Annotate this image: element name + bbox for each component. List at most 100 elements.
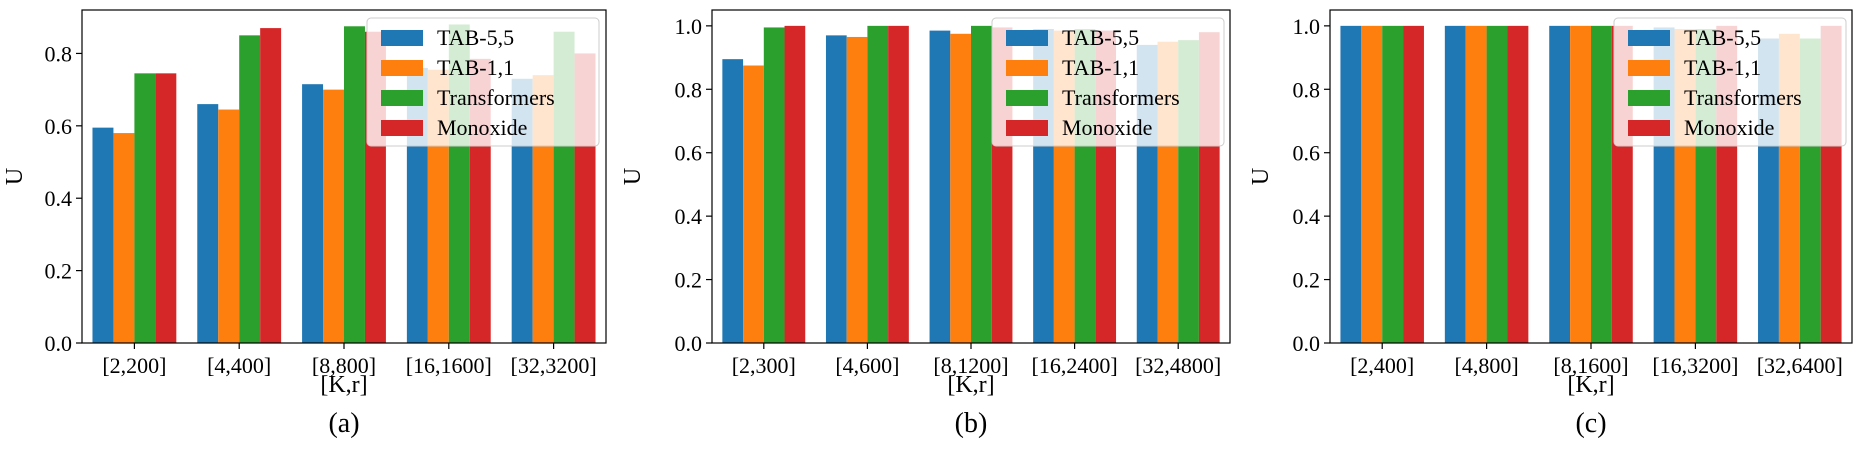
legend-box (1613, 17, 1847, 147)
bar-tab-1-1-2 (1465, 25, 1487, 344)
panel-caption: (a) (328, 408, 359, 439)
y-tick-label: 0.6 (45, 114, 73, 139)
legend: TAB-5,5 TAB-1,1 Transformers Monoxide (1613, 17, 1847, 147)
x-tick-label: [16,2400] (1032, 353, 1118, 378)
legend-swatch (381, 30, 423, 46)
y-tick-label: 0.0 (1293, 331, 1321, 356)
y-tick-label: 0.2 (1293, 268, 1321, 293)
legend-label: Monoxide (1062, 115, 1152, 140)
y-tick-label: 0.6 (1293, 141, 1321, 166)
legend-swatch (381, 120, 423, 136)
legend-label: TAB-1,1 (1684, 55, 1761, 80)
y-tick-label: 1.0 (1293, 14, 1321, 39)
bar-tab-5-5-2 (825, 35, 847, 344)
legend-swatch (1006, 60, 1048, 76)
y-tick-label: 1.0 (675, 14, 703, 39)
bar-monoxide-2 (260, 28, 282, 343)
x-axis-label: [K,r] (320, 372, 367, 398)
y-tick-label: 0.2 (675, 268, 703, 293)
y-axis-label: U (1248, 168, 1274, 185)
bar-transformers-1 (134, 73, 156, 343)
y-tick-label: 0.2 (45, 259, 73, 284)
bar-tab-5-5-1 (92, 127, 114, 343)
x-tick-label: [4,600] (835, 353, 899, 378)
legend-box (366, 17, 600, 147)
x-axis-label: [K,r] (947, 372, 994, 398)
x-tick-label: [16,3200] (1652, 353, 1738, 378)
bar-tab-5-5-3 (1549, 25, 1571, 344)
y-tick-label: 0.4 (45, 186, 73, 211)
x-tick-label: [2,300] (732, 353, 796, 378)
y-axis-label: U (2, 168, 28, 185)
legend-label: Monoxide (437, 115, 527, 140)
y-tick-label: 0.0 (675, 331, 703, 356)
bar-tab-1-1-3 (950, 33, 971, 343)
bar-tab-1-1-1 (743, 65, 764, 343)
y-tick-label: 0.8 (1293, 77, 1321, 102)
legend-label: TAB-1,1 (1062, 55, 1139, 80)
y-tick-label: 0.0 (45, 331, 73, 356)
bar-transformers-3 (1591, 25, 1612, 344)
chart-panel-3: 0.0 0.2 0.4 0.6 0.8 1.0 [2,400] [4,800] [8,1600]… (1248, 9, 1853, 439)
bar-tab-1-1-2 (846, 36, 868, 344)
y-tick-label: 0.4 (1293, 204, 1321, 229)
x-tick-label: [32,4800] (1135, 353, 1221, 378)
y-tick-label: 0.6 (675, 141, 703, 166)
bar-tab-1-1-3 (1570, 25, 1591, 344)
x-tick-label: [8,800] (312, 353, 376, 378)
bar-tab-5-5-1 (1340, 25, 1362, 344)
bar-tab-1-1-3 (323, 89, 344, 343)
x-tick-label: [8,1200] (933, 353, 1008, 378)
y-tick-label: 0.8 (675, 77, 703, 102)
bar-monoxide-2 (888, 25, 909, 344)
x-tick-label: [32,3200] (511, 353, 597, 378)
bar-transformers-1 (763, 27, 785, 343)
bar-tab-5-5-3 (302, 84, 324, 343)
legend-label: Transformers (437, 85, 555, 110)
panel-caption: (c) (1575, 408, 1606, 439)
legend-swatch (1006, 90, 1048, 106)
x-axis-label: [K,r] (1567, 372, 1614, 398)
bar-tab-5-5-3 (929, 30, 951, 344)
legend-swatch (1006, 30, 1048, 46)
legend-label: TAB-1,1 (437, 55, 514, 80)
legend-swatch (381, 60, 423, 76)
x-tick-label: [8,1600] (1553, 353, 1628, 378)
legend-swatch (1628, 60, 1670, 76)
bar-monoxide-1 (1403, 25, 1424, 344)
bar-monoxide-1 (155, 73, 177, 343)
x-tick-label: [4,400] (207, 353, 271, 378)
x-tick-label: [4,800] (1455, 353, 1519, 378)
bar-tab-5-5-1 (722, 59, 744, 343)
legend-label: TAB-5,5 (437, 25, 514, 50)
legend: TAB-5,5 TAB-1,1 Transformers Monoxide (366, 17, 600, 147)
legend: TAB-5,5 TAB-1,1 Transformers Monoxide (991, 17, 1225, 147)
legend-label: TAB-5,5 (1062, 25, 1139, 50)
chart-panel-1: 0.0 0.2 0.4 0.6 0.8 [2,200] [4,400] [8,800] [16,… (2, 9, 607, 439)
bar-transformers-1 (1382, 25, 1404, 344)
bar-tab-1-1-1 (113, 133, 135, 343)
y-tick-label: 0.8 (45, 41, 73, 66)
bar-transformers-3 (344, 26, 365, 343)
legend-swatch (1628, 30, 1670, 46)
x-tick-label: [2,400] (1350, 353, 1414, 378)
bar-transformers-2 (239, 35, 261, 344)
y-tick-label: 0.4 (675, 204, 703, 229)
bar-tab-1-1-2 (218, 109, 240, 343)
bar-tab-5-5-2 (1444, 25, 1466, 344)
legend-label: Transformers (1062, 85, 1180, 110)
legend-swatch (1628, 120, 1670, 136)
x-tick-label: [2,200] (102, 353, 166, 378)
x-tick-label: [16,1600] (406, 353, 492, 378)
legend-label: Monoxide (1684, 115, 1774, 140)
legend-swatch (381, 90, 423, 106)
bar-monoxide-2 (1507, 25, 1529, 344)
bar-tab-5-5-2 (197, 104, 219, 343)
legend-swatch (1628, 90, 1670, 106)
panel-caption: (b) (955, 408, 988, 439)
legend-box (991, 17, 1225, 147)
bar-tab-1-1-1 (1361, 25, 1383, 344)
chart-panel-2: 0.0 0.2 0.4 0.6 0.8 1.0 [2,300] [4,600] [8,1200]… (620, 9, 1231, 439)
legend-label: TAB-5,5 (1684, 25, 1761, 50)
